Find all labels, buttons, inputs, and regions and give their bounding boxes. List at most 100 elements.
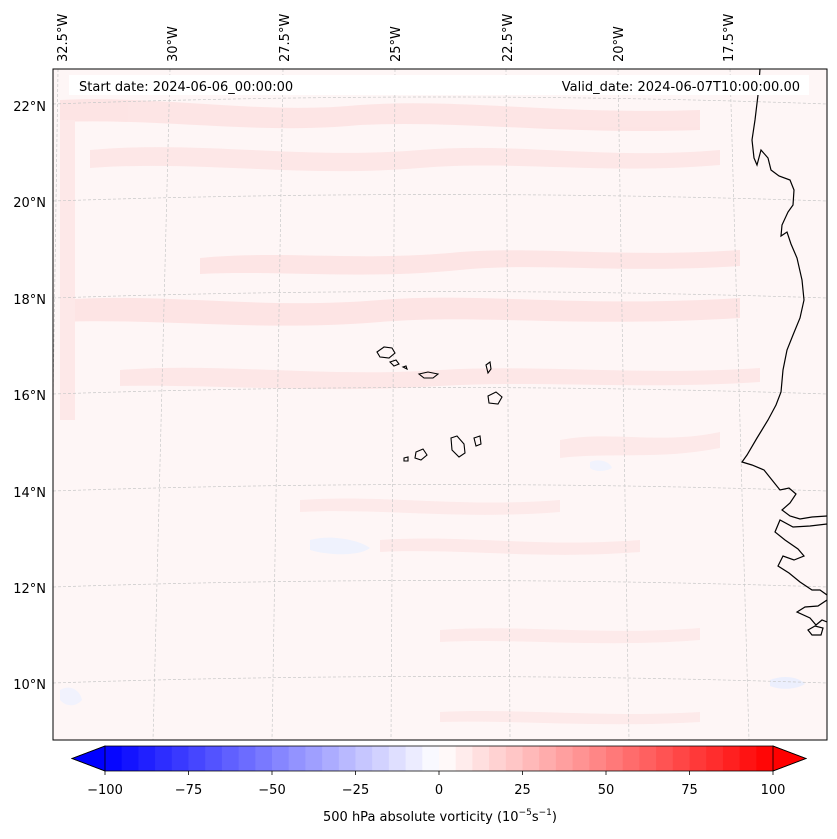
colorbar-cell (272, 746, 290, 771)
meridian-30w (152, 69, 171, 740)
island-sao-vicente (388, 359, 400, 367)
colorbar-tick-label: −100 (87, 783, 123, 798)
parallel-18n (53, 291, 827, 299)
lat-label-16n: 16°N (13, 389, 46, 404)
colorbar-cell (656, 746, 674, 771)
colorbar-cell (155, 746, 173, 771)
cape-verde-islands (376, 346, 503, 462)
colorbar-cell (405, 746, 423, 771)
positive-vorticity-band (560, 432, 720, 458)
colorbar-tick-label: −50 (258, 783, 285, 798)
lat-label-14n: 14°N (13, 486, 46, 501)
parallel-20n (53, 194, 827, 202)
meridian-22-5w (505, 69, 511, 740)
parallel-16n (53, 387, 827, 395)
colorbar-label-end: ) (552, 810, 557, 825)
colorbar-cell (505, 746, 523, 771)
colorbar-extend-min (70, 745, 106, 772)
positive-vorticity-band (380, 538, 640, 555)
colorbar-cell (121, 746, 139, 771)
lon-label-20w: 20°W (612, 26, 627, 62)
colorbar-cell (221, 746, 239, 771)
colorbar-cell (238, 746, 256, 771)
colorbar-cell (672, 746, 690, 771)
lon-label-30w: 30°W (166, 26, 181, 62)
positive-vorticity-band (90, 147, 720, 172)
colorbar: −100 −75 −50 −25 0 25 50 75 100 500 hPa absolute… (70, 745, 808, 825)
lon-label-25w: 25°W (389, 26, 404, 62)
vorticity-contours (60, 99, 805, 725)
positive-vorticity-band (440, 711, 700, 725)
island-boa-vista (487, 391, 503, 405)
colorbar-cell (338, 746, 356, 771)
west-africa-coastline (741, 69, 827, 636)
meridian-27-5w (271, 69, 284, 740)
island-brava (403, 456, 409, 462)
longitude-labels: 32.5°W 30°W 27.5°W 25°W 22.5°W 20°W 17.5… (56, 14, 737, 62)
lon-label-17-5w: 17.5°W (722, 14, 737, 62)
meridian-25w (390, 69, 396, 740)
colorbar-cell (255, 746, 273, 771)
colorbar-label-main: 500 hPa absolute vorticity (10 (323, 810, 519, 825)
header-banner (69, 75, 809, 95)
colorbar-cell (639, 746, 657, 771)
colorbar-cell (756, 746, 774, 771)
colorbar-cell (322, 746, 340, 771)
colorbar-cell (572, 746, 590, 771)
valid-date-label: Valid_date: 2024-06-07T10:00:00.00 (562, 80, 800, 95)
lon-label-22-5w: 22.5°W (501, 14, 516, 62)
parallel-10n (53, 676, 827, 684)
colorbar-tick-label: −75 (175, 783, 202, 798)
negative-vorticity-patch (60, 687, 82, 706)
island-santo-antao (376, 346, 396, 359)
colorbar-cell (539, 746, 557, 771)
colorbar-label-exp1: −5 (519, 808, 532, 818)
island-santa-luzia (401, 365, 408, 371)
colorbar-tick-label: 100 (761, 783, 786, 798)
colorbar-cell (489, 746, 507, 771)
positive-vorticity-band (120, 367, 760, 390)
colorbar-cell (722, 746, 740, 771)
colorbar-cell (105, 746, 123, 771)
colorbar-cell (355, 746, 373, 771)
meridian-17-5w (729, 69, 750, 740)
lat-label-10n: 10°N (13, 678, 46, 693)
colorbar-tick-label: 50 (598, 783, 615, 798)
colorbar-cell (606, 746, 624, 771)
meridian-32-5w (53, 69, 59, 428)
negative-vorticity-patch (590, 460, 612, 471)
parallel-14n (53, 484, 827, 492)
positive-vorticity-band (440, 628, 700, 644)
colorbar-cell (455, 746, 473, 771)
negative-vorticity-patch (770, 677, 805, 689)
lon-label-27-5w: 27.5°W (278, 14, 293, 62)
colorbar-cell (555, 746, 573, 771)
colorbar-cell (422, 746, 440, 771)
graticule (53, 69, 827, 740)
colorbar-cell (522, 746, 540, 771)
positive-vorticity-band (60, 120, 75, 420)
lat-label-20n: 20°N (13, 196, 46, 211)
lat-label-12n: 12°N (13, 582, 46, 597)
start-date-label: Start date: 2024-06-06_00:00:00 (79, 80, 293, 95)
island-maio (473, 435, 482, 447)
colorbar-tick-label: 0 (435, 783, 443, 798)
island-santiago (450, 435, 466, 458)
colorbar-cell (188, 746, 206, 771)
colorbar-cell (622, 746, 640, 771)
colorbar-tick-label: 75 (681, 783, 698, 798)
colorbar-tick-label: 25 (514, 783, 531, 798)
colorbar-cell (472, 746, 490, 771)
map-panel (53, 69, 827, 740)
colorbar-cell (305, 746, 323, 771)
positive-vorticity-band (60, 297, 740, 326)
colorbar-label-mid: s (532, 810, 539, 825)
colorbar-cell (388, 746, 406, 771)
lon-label-32-5w: 32.5°W (56, 14, 71, 62)
colorbar-cell (589, 746, 607, 771)
colorbar-tick-label: −25 (342, 783, 369, 798)
island-sal (485, 361, 492, 375)
lat-label-18n: 18°N (13, 293, 46, 308)
colorbar-cell (439, 746, 457, 771)
